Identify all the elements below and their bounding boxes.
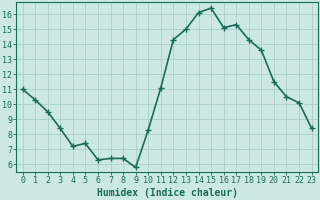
X-axis label: Humidex (Indice chaleur): Humidex (Indice chaleur)	[97, 188, 237, 198]
